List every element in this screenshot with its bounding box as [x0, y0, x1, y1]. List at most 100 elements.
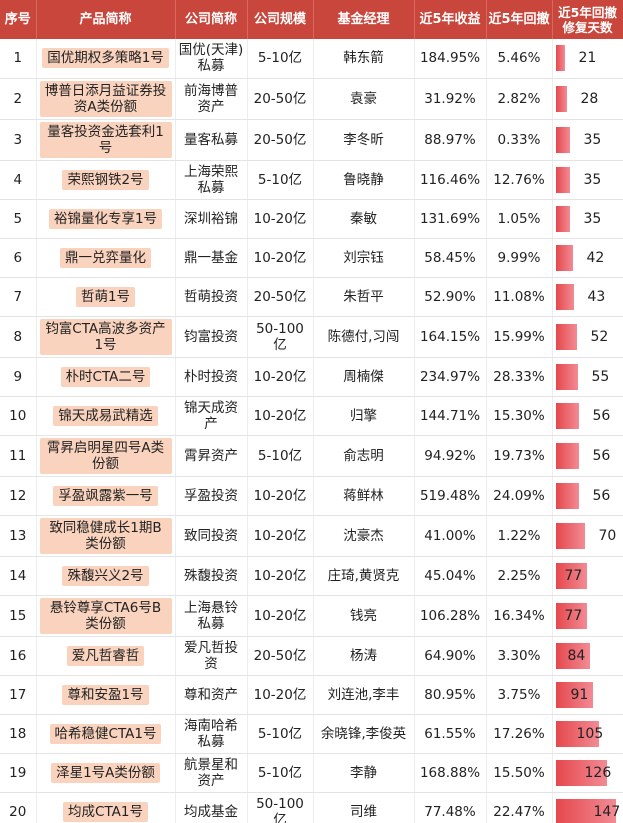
row-no: 15 — [0, 595, 37, 637]
five-year-return: 52.90% — [414, 277, 487, 317]
recovery-days-cell: 43 — [552, 277, 623, 317]
header-manager: 基金经理 — [313, 0, 415, 39]
five-year-return: 77.48% — [414, 792, 487, 823]
row-no: 2 — [0, 78, 37, 120]
table-row: 11 霄昇启明星四号A类份额 霄昇资产 5-10亿 俞志明 94.92% 19.73% 56 — [0, 435, 623, 477]
company-scale: 50-100亿 — [247, 792, 314, 823]
fund-manager: 归擎 — [313, 396, 415, 436]
recovery-days-cell: 147 — [552, 792, 623, 823]
recovery-days-bar — [555, 323, 577, 350]
product-name: 致同稳健成长1期B类份额 — [39, 517, 172, 554]
product-name: 尊和安盈1号 — [62, 684, 149, 705]
product-cell: 致同稳健成长1期B类份额 — [36, 515, 176, 557]
company-scale: 5-10亿 — [247, 435, 314, 477]
company-name: 海南哈希私募 — [175, 714, 248, 754]
company-scale: 50-100亿 — [247, 316, 314, 358]
product-name: 悬铃尊享CTA6号B类份额 — [39, 597, 172, 634]
company-scale: 10-20亿 — [247, 199, 314, 239]
product-cell: 博普日添月益证券投资A类份额 — [36, 78, 176, 120]
recovery-days-cell: 84 — [552, 636, 623, 676]
recovery-days-value: 84 — [567, 647, 586, 664]
recovery-days-cell: 77 — [552, 556, 623, 596]
product-name: 鼎一兑弈量化 — [60, 247, 151, 268]
table-row: 12 孚盈飒露紫一号 孚盈投资 10-20亿 蒋鲜林 519.48% 24.09% 56 — [0, 476, 623, 516]
company-scale: 5-10亿 — [247, 39, 314, 79]
fund-manager: 鲁晓静 — [313, 160, 415, 200]
product-cell: 均成CTA1号 — [36, 792, 176, 823]
row-no: 9 — [0, 357, 37, 397]
table-row: 4 荣熙钢铁2号 上海荣熙私募 5-10亿 鲁晓静 116.46% 12.76% 35 — [0, 160, 623, 200]
company-scale: 10-20亿 — [247, 238, 314, 278]
header-return: 近5年收益 — [414, 0, 487, 39]
company-name: 深圳裕锦 — [175, 199, 248, 239]
five-year-drawdown: 9.99% — [486, 238, 553, 278]
recovery-days-value: 70 — [598, 527, 617, 544]
recovery-days-bar — [555, 283, 574, 310]
recovery-days-value: 77 — [564, 567, 583, 584]
five-year-return: 234.97% — [414, 357, 487, 397]
fund-manager: 俞志明 — [313, 435, 415, 477]
recovery-days-cell: 56 — [552, 435, 623, 477]
company-scale: 10-20亿 — [247, 515, 314, 557]
product-name: 孚盈飒露紫一号 — [53, 485, 158, 506]
recovery-days-bar — [555, 244, 573, 271]
table-row: 19 泽星1号A类份额 航景星和资产 5-10亿 李静 168.88% 15.50% 126 — [0, 753, 623, 793]
recovery-days-bar — [555, 442, 579, 469]
five-year-drawdown: 16.34% — [486, 595, 553, 637]
table-row: 5 裕锦量化专享1号 深圳裕锦 10-20亿 秦敏 131.69% 1.05% 35 — [0, 199, 623, 239]
table-row: 6 鼎一兑弈量化 鼎一基金 10-20亿 刘宗钰 58.45% 9.99% 42 — [0, 238, 623, 278]
fund-manager: 李冬昕 — [313, 119, 415, 161]
recovery-days-bar — [555, 522, 585, 549]
product-cell: 朴时CTA二号 — [36, 357, 176, 397]
row-no: 14 — [0, 556, 37, 596]
product-name: 荣熙钢铁2号 — [62, 169, 149, 190]
recovery-days-value: 55 — [591, 368, 610, 385]
product-cell: 尊和安盈1号 — [36, 675, 176, 715]
company-scale: 20-50亿 — [247, 636, 314, 676]
recovery-days-cell: 56 — [552, 396, 623, 436]
fund-manager: 刘连池,李丰 — [313, 675, 415, 715]
company-name: 钧富投资 — [175, 316, 248, 358]
company-scale: 10-20亿 — [247, 476, 314, 516]
recovery-days-bar — [555, 45, 565, 72]
product-cell: 裕锦量化专享1号 — [36, 199, 176, 239]
fund-manager: 李静 — [313, 753, 415, 793]
table-row: 3 量客投资金选套利1号 量客私募 20-50亿 李冬昕 88.97% 0.33% 35 — [0, 119, 623, 161]
table-row: 20 均成CTA1号 均成基金 50-100亿 司维 77.48% 22.47% 147 — [0, 792, 623, 823]
five-year-drawdown: 11.08% — [486, 277, 553, 317]
recovery-days-bar — [555, 205, 570, 232]
header-recovery-days: 近5年回撤修复天数 — [552, 0, 623, 39]
recovery-days-value: 21 — [578, 50, 597, 67]
product-cell: 锦天成易武精选 — [36, 396, 176, 436]
recovery-days-cell: 35 — [552, 160, 623, 200]
header-scale: 公司规模 — [247, 0, 314, 39]
five-year-drawdown: 1.05% — [486, 199, 553, 239]
five-year-drawdown: 15.99% — [486, 316, 553, 358]
company-scale: 10-20亿 — [247, 396, 314, 436]
company-name: 量客私募 — [175, 119, 248, 161]
row-no: 1 — [0, 39, 37, 79]
table-body: 1 国优期权多策略1号 国优(天津)私募 5-10亿 韩东箭 184.95% 5.46% 21… — [0, 39, 623, 823]
five-year-return: 519.48% — [414, 476, 487, 516]
row-no: 10 — [0, 396, 37, 436]
header-product: 产品简称 — [36, 0, 176, 39]
table-row: 9 朴时CTA二号 朴时投资 10-20亿 周楠傑 234.97% 28.33% 55 — [0, 357, 623, 397]
product-name: 裕锦量化专享1号 — [48, 208, 163, 229]
table-row: 7 哲萌1号 哲萌投资 20-50亿 朱哲平 52.90% 11.08% 43 — [0, 277, 623, 317]
company-scale: 10-20亿 — [247, 675, 314, 715]
five-year-return: 64.90% — [414, 636, 487, 676]
recovery-days-value: 52 — [590, 328, 609, 345]
table-row: 14 殊馥兴义2号 殊馥投资 10-20亿 庄琦,黄贤克 45.04% 2.25% 77 — [0, 556, 623, 596]
recovery-days-bar — [555, 681, 593, 708]
five-year-return: 164.15% — [414, 316, 487, 358]
company-name: 鼎一基金 — [175, 238, 248, 278]
fund-manager: 袁豪 — [313, 78, 415, 120]
recovery-days-bar — [555, 759, 607, 786]
recovery-days-cell: 42 — [552, 238, 623, 278]
product-name: 殊馥兴义2号 — [62, 565, 149, 586]
company-name: 尊和资产 — [175, 675, 248, 715]
row-no: 13 — [0, 515, 37, 557]
header-no: 序号 — [0, 0, 37, 39]
recovery-days-cell: 55 — [552, 357, 623, 397]
